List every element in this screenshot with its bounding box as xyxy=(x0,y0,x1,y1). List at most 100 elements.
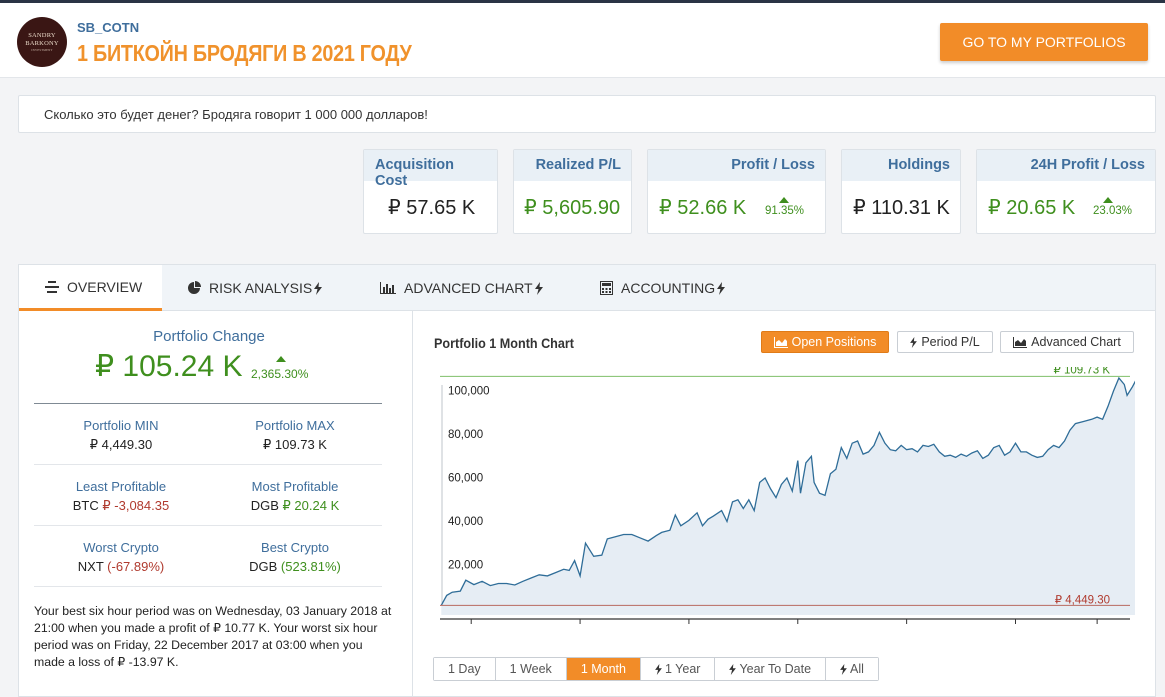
button-label: Open Positions xyxy=(791,335,877,349)
min-label: ₽ 4,449.30 xyxy=(1055,594,1110,606)
range-selector: 1 Day 1 Week 1 Month 1 Year Year To Date… xyxy=(433,657,879,681)
portfolio-change-pct: 2,365.30% xyxy=(251,367,309,381)
stat-realized-pl: Realized P/L ₽ 5,605.90 xyxy=(513,149,632,234)
stat-acquisition-cost: Acquisition Cost ₽ 57.65 K xyxy=(363,149,498,234)
tab-bar: OVERVIEW RISK ANALYSIS ADVANCED CHART AC… xyxy=(19,265,1155,311)
up-arrow-icon xyxy=(276,356,286,362)
main-panel: OVERVIEW RISK ANALYSIS ADVANCED CHART AC… xyxy=(18,264,1156,697)
tab-label: OVERVIEW xyxy=(67,278,143,295)
portfolio-max: Portfolio MAX ₽ 109.73 K xyxy=(208,404,382,453)
cell-label: Portfolio MIN xyxy=(83,418,159,433)
button-label: Period P/L xyxy=(921,335,980,349)
stat-value: ₽ 5,605.90 xyxy=(524,197,621,219)
stat-label: Holdings xyxy=(842,150,960,181)
range-label: All xyxy=(850,662,864,676)
period-pl-button[interactable]: Period P/L xyxy=(897,331,993,353)
coin-value: (523.81%) xyxy=(280,559,341,574)
pie-chart-icon xyxy=(188,281,201,294)
lightning-icon xyxy=(717,281,726,295)
cell-label: Worst Crypto xyxy=(83,540,159,555)
lightning-icon xyxy=(840,663,847,675)
tab-label: ADVANCED CHART xyxy=(404,280,533,296)
stat-label: Acquisition Cost xyxy=(364,150,497,189)
stat-pct: 91.35% xyxy=(765,205,805,217)
six-hour-summary: Your best six hour period was on Wednesd… xyxy=(34,604,392,669)
lightning-icon xyxy=(655,663,662,675)
up-arrow-icon xyxy=(1103,197,1113,203)
range-label: 1 Year xyxy=(664,662,701,676)
overview-summary: Portfolio Change ₽ 105.24 K 2,365.30% Po… xyxy=(19,311,413,697)
coin-symbol: NXT xyxy=(77,559,104,574)
cell-value: DGB ₽ 20.24 K xyxy=(208,498,382,514)
area-chart-icon xyxy=(773,336,788,348)
tab-advanced-chart[interactable]: ADVANCED CHART xyxy=(380,265,543,311)
portfolio-header: SANDRY BARKONY INVESTMENT SB_COTN 1 БИТК… xyxy=(0,3,1165,78)
range-1-week[interactable]: 1 Week xyxy=(495,658,567,680)
coin-value: (-67.89%) xyxy=(107,559,165,574)
range-1-day[interactable]: 1 Day xyxy=(434,658,496,680)
stat-pct: 23.03% xyxy=(1093,205,1133,217)
chart-title: Portfolio 1 Month Chart xyxy=(434,335,574,351)
lightning-icon xyxy=(314,281,323,295)
range-1-year[interactable]: 1 Year xyxy=(640,658,716,680)
up-arrow-icon xyxy=(779,197,789,203)
range-label: 1 Day xyxy=(448,662,481,676)
calculator-icon xyxy=(600,281,613,295)
open-positions-button[interactable]: Open Positions xyxy=(761,331,889,353)
stat-value: ₽ 110.31 K xyxy=(853,197,950,219)
cell-label: Best Crypto xyxy=(261,540,329,555)
stat-profit-loss: Profit / Loss ₽ 52.66 K 91.35% xyxy=(647,149,826,234)
portfolio-change-value: ₽ 105.24 K xyxy=(95,350,243,383)
range-1-month[interactable]: 1 Month xyxy=(566,658,641,680)
range-label: 1 Week xyxy=(509,662,552,676)
button-label: Advanced Chart xyxy=(1031,335,1121,349)
stat-row-crypto: Worst Crypto NXT (-67.89%) Best Crypto D… xyxy=(34,526,382,587)
range-label: 1 Month xyxy=(580,662,626,676)
cell-value: ₽ 4,449.30 xyxy=(89,437,153,452)
range-year-to-date[interactable]: Year To Date xyxy=(715,658,827,680)
cell-label: Most Profitable xyxy=(251,479,339,494)
coin-value: ₽ 20.24 K xyxy=(282,498,340,513)
worst-crypto: Worst Crypto NXT (-67.89%) xyxy=(34,526,208,574)
cell-value: BTC ₽ -3,084.35 xyxy=(34,498,208,514)
lightning-icon xyxy=(729,663,737,675)
stat-value: ₽ 52.66 K xyxy=(659,197,747,219)
portfolio-description: Сколько это будет денег? Бродяга говорит… xyxy=(18,95,1156,133)
bar-chart-icon xyxy=(380,282,396,294)
portfolio-min: Portfolio MIN ₽ 4,449.30 xyxy=(34,404,208,453)
username[interactable]: SB_COTN xyxy=(77,20,140,35)
series-area xyxy=(441,378,1135,615)
tab-label: ACCOUNTING xyxy=(621,280,716,296)
y-tick-label: 80,000 xyxy=(448,429,483,441)
stat-value: ₽ 20.65 K xyxy=(988,197,1076,219)
area-chart-icon xyxy=(1013,336,1028,348)
portfolio-change-label: Portfolio Change xyxy=(153,328,265,345)
cell-value: DGB (523.81%) xyxy=(208,559,382,574)
series-line xyxy=(440,376,1135,606)
range-all[interactable]: All xyxy=(826,658,878,680)
max-label: ₽ 109.73 K xyxy=(1053,367,1110,376)
avatar-text: SANDRY BARKONY xyxy=(25,32,59,47)
y-tick-label: 40,000 xyxy=(448,516,483,528)
advanced-chart-button[interactable]: Advanced Chart xyxy=(1000,331,1134,353)
divider xyxy=(34,403,382,404)
tab-risk-analysis[interactable]: RISK ANALYSIS xyxy=(187,265,323,311)
description-text: Сколько это будет денег? Бродяга говорит… xyxy=(44,107,428,122)
y-tick-label: 100,000 xyxy=(448,386,490,398)
avatar-subtext: INVESTMENT xyxy=(31,48,53,52)
coin-symbol: DGB xyxy=(250,498,279,513)
top-accent-line xyxy=(0,0,1165,3)
stat-value: ₽ 57.65 K xyxy=(388,197,476,219)
tab-accounting[interactable]: ACCOUNTING xyxy=(600,265,726,311)
tab-overview[interactable]: OVERVIEW xyxy=(19,265,162,311)
stat-24h-profit-loss: 24H Profit / Loss ₽ 20.65 K 23.03% xyxy=(976,149,1156,234)
list-icon xyxy=(45,280,59,293)
page-title: 1 БИТКОЙН БРОДЯГИ В 2021 ГОДУ xyxy=(77,40,412,66)
range-label: Year To Date xyxy=(739,662,812,676)
go-to-portfolios-button[interactable]: GO TO MY PORTFOLIOS xyxy=(940,23,1148,61)
y-tick-label: 20,000 xyxy=(448,560,483,572)
coin-symbol: BTC xyxy=(72,498,99,513)
avatar: SANDRY BARKONY INVESTMENT xyxy=(17,17,67,67)
coin-value: ₽ -3,084.35 xyxy=(102,498,170,513)
